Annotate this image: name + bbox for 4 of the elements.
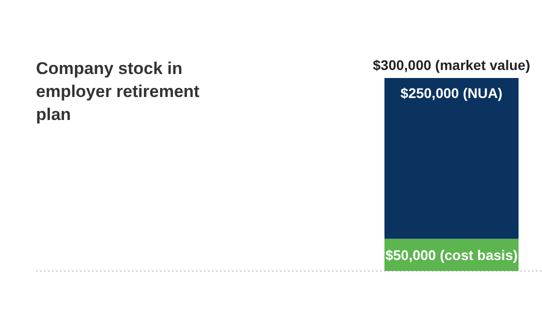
text: Company stock in employer retirement plan: [36, 59, 200, 124]
data-label: $50,000 (cost basis): [385, 246, 518, 263]
total-label: $300,000 (market value): [372, 57, 530, 73]
data-label: $250,000 (NUA): [400, 85, 502, 101]
